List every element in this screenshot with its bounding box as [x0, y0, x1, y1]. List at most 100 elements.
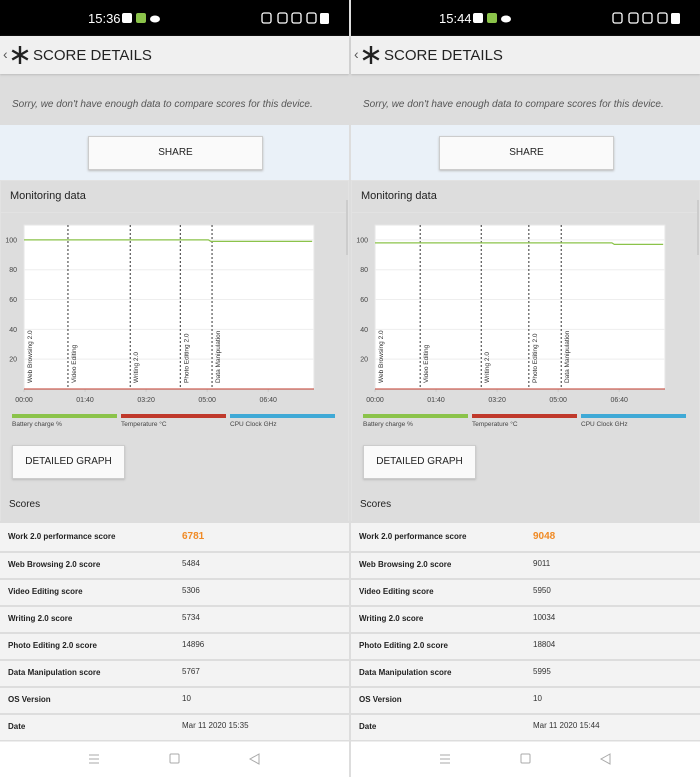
nav-icons [89, 753, 260, 765]
divider [351, 124, 700, 125]
x-tick-label: 05:00 [198, 397, 216, 404]
battery-icon [671, 13, 680, 24]
back-button[interactable]: ‹ [3, 46, 8, 62]
x-tick-label: 00:00 [366, 397, 384, 404]
divider [0, 212, 349, 213]
score-label: Video Editing score [8, 587, 83, 596]
back-nav-button [248, 753, 260, 765]
y-tick-label: 100 [356, 237, 368, 244]
score-row: Web Browsing 2.0 score 5484 [0, 553, 349, 578]
score-row: Data Manipulation score 5767 [0, 661, 349, 686]
detailed-graph-button[interactable]: DETAILED GRAPH [363, 445, 476, 479]
snowflake-icon [11, 46, 29, 64]
status-icon [642, 12, 653, 24]
score-row: Date Mar 11 2020 15:35 [0, 715, 349, 740]
phase-label: Video Editing [71, 344, 78, 383]
plot-area [23, 224, 315, 390]
score-label: Photo Editing 2.0 score [8, 641, 97, 650]
score-row: Photo Editing 2.0 score 18804 [351, 634, 700, 659]
y-tick-label: 20 [9, 357, 17, 364]
score-value: 10 [533, 694, 542, 703]
battery-line [24, 239, 313, 242]
app-header: ‹ SCORE DETAILS [0, 36, 349, 74]
snowflake-arm [362, 49, 380, 61]
score-value: 5950 [533, 586, 551, 595]
status-bar: 15:44 [351, 0, 700, 36]
y-tick-label: 40 [360, 327, 368, 334]
legend-label: Temperature °C [472, 420, 518, 428]
phase-label: Photo Editing 2.0 [183, 333, 190, 383]
score-value: Mar 11 2020 15:44 [533, 721, 600, 730]
detailed-graph-button[interactable]: DETAILED GRAPH [12, 445, 125, 479]
card-border [0, 180, 349, 521]
score-label: Work 2.0 performance score [8, 531, 116, 541]
header-title: SCORE DETAILS [384, 47, 503, 64]
score-label: Work 2.0 performance score [359, 531, 467, 541]
score-value: 14896 [182, 640, 205, 649]
score-value: 9048 [533, 530, 556, 542]
notice-text: Sorry, we don't have enough data to comp… [363, 99, 664, 110]
phase-label: Web Browsing 2.0 [378, 330, 385, 383]
x-tick-label: 06:40 [610, 397, 628, 404]
notification-icon [122, 13, 132, 23]
nav-bar [351, 741, 700, 777]
share-band: SHARE [351, 125, 700, 180]
home-button [520, 753, 531, 764]
share-button[interactable]: SHARE [88, 136, 263, 170]
app-header: ‹ SCORE DETAILS [351, 36, 700, 74]
y-tick-label: 100 [5, 237, 17, 244]
scores-title: Scores [360, 499, 392, 510]
score-label: Writing 2.0 score [8, 614, 73, 623]
score-label: Data Manipulation score [359, 668, 452, 677]
cloud-icon [501, 15, 511, 23]
battery-icon [320, 13, 329, 24]
y-tick-label: 60 [360, 297, 368, 304]
score-value: 18804 [533, 640, 556, 649]
score-row: Date Mar 11 2020 15:44 [351, 715, 700, 740]
score-value: 5306 [182, 586, 200, 595]
monitoring-title: Monitoring data [10, 190, 86, 202]
score-value: Mar 11 2020 15:35 [182, 721, 249, 730]
legend-swatch [121, 414, 226, 418]
x-tick-label: 06:40 [259, 397, 277, 404]
status-icon [277, 12, 288, 24]
notification-icon [473, 13, 483, 23]
status-icons [473, 12, 680, 24]
score-row: Writing 2.0 score 5734 [0, 607, 349, 632]
score-value: 6781 [182, 530, 205, 542]
header-title: SCORE DETAILS [33, 47, 152, 64]
score-label: Date [359, 722, 377, 731]
snowflake-icon [362, 46, 380, 64]
score-row: Work 2.0 performance score 9048 [351, 523, 700, 551]
back-button[interactable]: ‹ [354, 46, 359, 62]
legend-label: Battery charge % [363, 421, 413, 428]
notice-text: Sorry, we don't have enough data to comp… [12, 99, 313, 110]
plot-area [374, 224, 666, 390]
legend-swatch [12, 414, 117, 418]
divider [0, 124, 349, 125]
phase-label: Web Browsing 2.0 [27, 330, 34, 383]
score-value: 10034 [533, 613, 556, 622]
snowflake-arm [11, 49, 29, 61]
x-tick-label: 01:40 [76, 397, 94, 404]
share-button[interactable]: SHARE [439, 136, 614, 170]
score-label: Web Browsing 2.0 score [8, 560, 101, 569]
scores-title: Scores [9, 499, 41, 510]
status-bar: 15:36 [0, 0, 349, 36]
monitoring-title: Monitoring data [361, 190, 437, 202]
legend-label: CPU Clock GHz [230, 421, 277, 428]
score-row: Work 2.0 performance score 6781 [0, 523, 349, 551]
phase-label: Writing 2.0 [133, 352, 140, 383]
x-tick-label: 03:20 [137, 397, 155, 404]
y-tick-label: 80 [360, 267, 368, 274]
monitoring-chart: 20 40 60 80 100 00:00 01:40 03:20 05:00 06:40 Web … [5, 224, 335, 428]
score-label: Video Editing score [359, 587, 434, 596]
scroll-indicator [346, 200, 348, 255]
x-tick-label: 03:20 [488, 397, 506, 404]
phase-label: Data Manipulation [564, 330, 571, 383]
score-row: Data Manipulation score 5995 [351, 661, 700, 686]
score-row: Web Browsing 2.0 score 9011 [351, 553, 700, 578]
status-icon [612, 12, 623, 24]
monitoring-chart: 20 40 60 80 100 00:00 01:40 03:20 05:00 06:40 Web … [356, 224, 686, 428]
